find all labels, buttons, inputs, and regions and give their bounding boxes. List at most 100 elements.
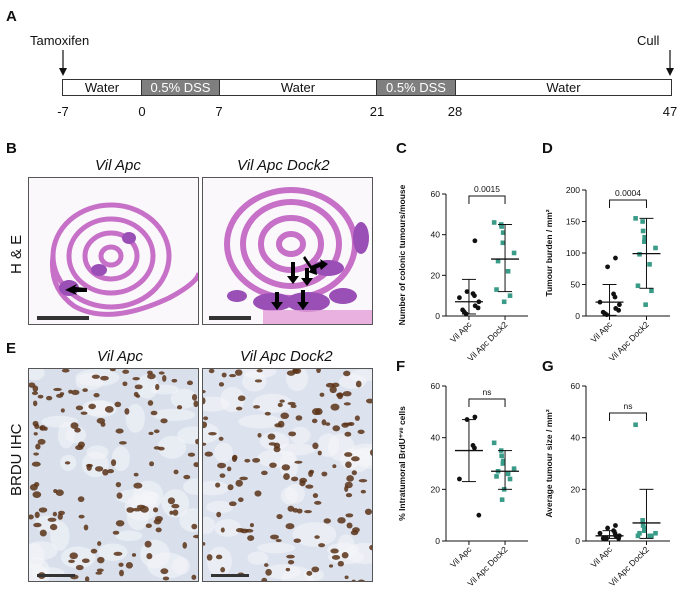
brdu-nucleus: [254, 379, 263, 383]
brdu-nucleus: [61, 369, 70, 373]
brdu-nucleus: [268, 442, 277, 446]
y-tick-label: 0: [435, 311, 440, 321]
brdu-nucleus: [244, 458, 251, 463]
brdu-nucleus: [290, 404, 297, 409]
x-tick-label: Vil Apc: [589, 319, 615, 345]
data-point: [500, 240, 506, 246]
brdu-nucleus: [68, 389, 73, 394]
brdu-nucleus: [78, 514, 85, 519]
brdu-nucleus: [240, 528, 249, 534]
brdu-nucleus: [77, 441, 85, 448]
brdu-nucleus: [287, 559, 295, 565]
brdu-nucleus: [277, 420, 285, 428]
data-point: [653, 245, 658, 251]
brdu-nucleus: [160, 568, 169, 575]
brdu-nucleus: [131, 553, 137, 557]
brdu-nucleus: [227, 484, 234, 491]
data-point: [499, 224, 504, 229]
brdu-nucleus: [60, 408, 65, 413]
brdu-nucleus: [369, 544, 372, 551]
brdu-nucleus: [280, 412, 290, 420]
y-tick-label: 20: [431, 484, 441, 494]
brdu-nucleus: [153, 518, 162, 525]
p-value-label: 0.0015: [474, 184, 500, 194]
brdu-nucleus: [110, 459, 117, 467]
brdu-nucleus: [314, 535, 320, 539]
brdu-nucleus: [288, 431, 297, 437]
brdu-nucleus: [351, 579, 356, 581]
brdu-stain-label: BRDU IHC: [8, 423, 25, 496]
brdu-nucleus: [208, 369, 215, 374]
brdu-nucleus: [116, 492, 123, 499]
y-tick-label: 40: [431, 433, 441, 443]
brdu-nucleus: [31, 391, 39, 396]
brdu-nucleus: [264, 411, 271, 416]
data-point: [617, 302, 622, 308]
data-point: [643, 302, 648, 307]
brdu-nucleus: [47, 517, 57, 522]
timeline-tick: 7: [215, 104, 223, 119]
brdu-nucleus: [351, 470, 357, 476]
brdu-nucleus: [104, 406, 114, 413]
brdu-nucleus: [286, 554, 295, 559]
brdu-nucleus: [252, 457, 261, 463]
brdu-nucleus: [146, 553, 153, 560]
y-tick-label: 200: [566, 185, 580, 195]
brdu-nucleus: [221, 372, 227, 378]
brdu-nucleus: [231, 455, 237, 462]
brdu-nucleus: [346, 475, 354, 482]
brdu-nucleus: [249, 523, 254, 528]
brdu-nucleus: [281, 464, 291, 471]
data-point: [491, 440, 497, 446]
significance-bracket: [609, 199, 647, 208]
data-point: [633, 422, 638, 428]
y-axis-label: Number of colonic tumours/mouse: [397, 184, 407, 325]
timeline-tick: -7: [57, 104, 69, 119]
brdu-nucleus: [187, 452, 196, 457]
brdu-nucleus: [216, 511, 222, 518]
data-point: [635, 283, 641, 289]
brdu-nucleus: [321, 419, 327, 426]
brdu-nucleus: [158, 371, 165, 375]
brdu-nucleus: [45, 395, 53, 401]
brdu-nucleus: [312, 493, 319, 499]
brdu-nucleus: [355, 380, 362, 388]
brdu-nucleus: [219, 473, 226, 478]
brdu-nucleus: [114, 401, 122, 408]
panel-label-b: B: [6, 140, 17, 157]
p-value-label: ns: [624, 401, 633, 411]
brdu-nucleus: [254, 490, 262, 497]
brdu-nucleus: [183, 474, 191, 480]
y-tick-label: 20: [571, 484, 581, 494]
chart-f: 0 20 40 60 % Intratumoral BrdU⁺ᵛᵉ cells Vil A…: [397, 381, 528, 588]
x-tick-label: Vil Apc Dock2: [607, 544, 651, 588]
brdu-nucleus: [264, 563, 269, 567]
arrow-down-icon: [301, 268, 313, 286]
brdu-nucleus: [285, 567, 291, 572]
brdu-nucleus: [215, 554, 223, 560]
brdu-nucleus: [358, 478, 368, 483]
brdu-nucleus: [269, 462, 277, 468]
brdu-nucleus: [330, 403, 340, 411]
brdu-nucleus: [343, 402, 351, 406]
timeline-start-label: Tamoxifen: [30, 33, 90, 48]
brdu-nucleus: [203, 541, 206, 546]
brdu-nucleus: [203, 416, 209, 421]
brdu-nucleus: [304, 509, 312, 514]
timeline-tick: 28: [447, 104, 463, 119]
brdu-nucleus: [97, 556, 105, 564]
brdu-nucleus: [267, 433, 276, 440]
brdu-nucleus: [203, 442, 207, 446]
brdu-nucleus: [357, 429, 365, 435]
brdu-nucleus: [155, 527, 162, 533]
timeline-arrows: [59, 50, 674, 76]
y-tick-label: 40: [431, 230, 441, 240]
brdu-nucleus: [344, 575, 349, 580]
brdu-nucleus: [344, 431, 352, 437]
data-point: [637, 530, 642, 536]
data-point: [472, 414, 478, 420]
brdu-nucleus: [122, 381, 128, 387]
brdu-nucleus: [203, 421, 208, 429]
arrow-down-icon: [59, 68, 67, 76]
brdu-nucleus: [115, 481, 122, 488]
